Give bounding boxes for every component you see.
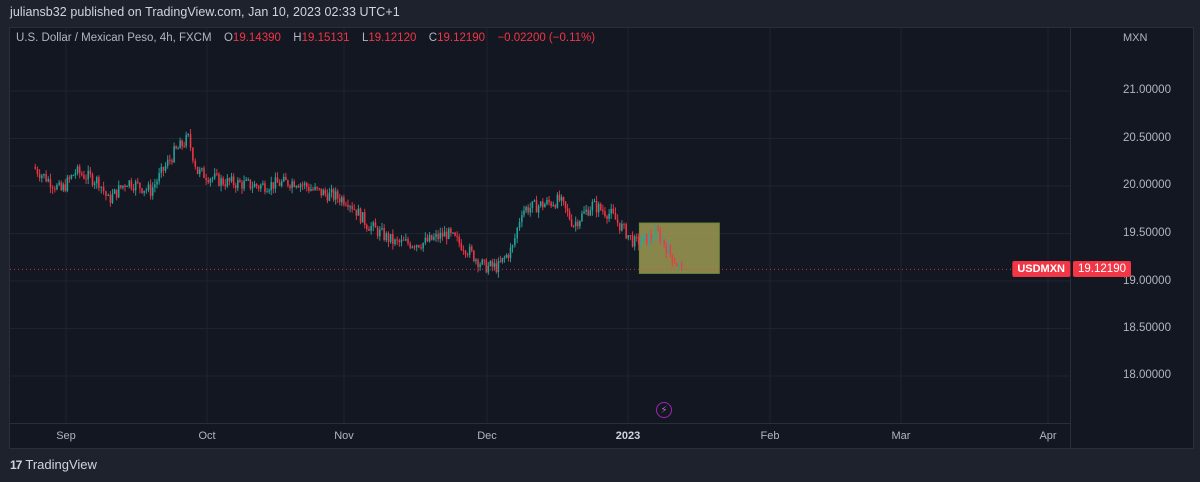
high-value: 19.15131 (301, 32, 350, 44)
price-tick: 19.00000 (1123, 275, 1171, 287)
time-tick: Apr (1039, 430, 1057, 442)
last-price-badge: 19.12190 (1073, 261, 1131, 278)
brand-name: TradingView (25, 457, 97, 472)
low-label: L (361, 32, 369, 44)
time-tick: Nov (334, 430, 354, 442)
price-tick: 19.50000 (1123, 227, 1171, 239)
currency-label: MXN (1123, 32, 1148, 44)
tradingview-branding: 17 TradingView (10, 457, 97, 472)
open-value: 19.14390 (232, 32, 281, 44)
close-label: C (428, 32, 438, 44)
time-tick: Dec (477, 430, 497, 442)
close-value: 19.12190 (437, 32, 486, 44)
time-tick: Mar (891, 430, 911, 442)
publish-info: juliansb32 published on TradingView.com,… (10, 5, 400, 19)
time-tick: Feb (760, 430, 780, 442)
time-tick: 2023 (615, 430, 641, 442)
lightning-icon[interactable]: ⚡ (656, 402, 672, 418)
time-tick: Sep (56, 430, 76, 442)
symbol-price-badge: USDMXN (1012, 261, 1070, 278)
chart-legend: U.S. Dollar / Mexican Peso, 4h, FXCM O19… (16, 32, 595, 44)
tradingview-logo-icon: 17 (10, 457, 22, 472)
price-tick: 18.50000 (1123, 322, 1171, 334)
price-axis[interactable]: MXN 21.00000 20.50000 20.00000 19.50000 … (1070, 28, 1195, 448)
price-tick: 20.00000 (1123, 179, 1171, 191)
price-tick: 18.00000 (1123, 369, 1171, 381)
price-tick: 20.50000 (1123, 132, 1171, 144)
high-label: H (293, 32, 302, 44)
chart-plot-area[interactable]: U.S. Dollar / Mexican Peso, 4h, FXCM O19… (10, 28, 1070, 423)
time-axis[interactable]: Sep Oct Nov Dec 2023 Feb Mar Apr (10, 423, 1070, 449)
price-tick: 21.00000 (1123, 84, 1171, 96)
change-value: −0.02200 (−0.11%) (497, 32, 596, 44)
open-label: O (223, 32, 233, 44)
symbol-description: U.S. Dollar / Mexican Peso, 4h, FXCM (16, 32, 212, 44)
candlestick-chart (10, 28, 1070, 423)
time-tick: Oct (198, 430, 216, 442)
chart-container[interactable]: U.S. Dollar / Mexican Peso, 4h, FXCM O19… (9, 27, 1194, 449)
low-value: 19.12120 (368, 32, 417, 44)
